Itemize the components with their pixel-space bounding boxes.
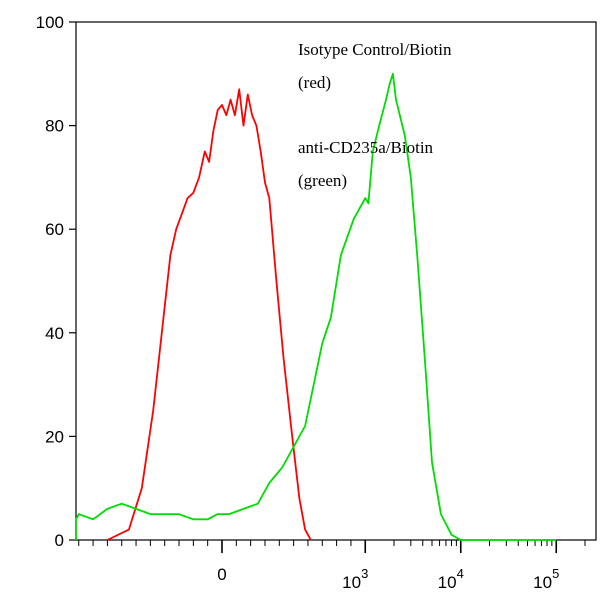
x-tick-label: 105: [533, 566, 559, 592]
x-tick-label: 0: [217, 565, 226, 584]
x-axis: 0 103 104 105: [78, 540, 586, 592]
y-tick-label: 60: [45, 220, 64, 239]
x-tick-label: 104: [438, 566, 464, 592]
y-tick-label: 100: [36, 13, 64, 32]
annotation-cd235a-line-1: anti-CD235a/Biotin: [298, 138, 434, 157]
y-tick-label: 80: [45, 117, 64, 136]
y-tick-label: 0: [55, 531, 64, 550]
annotation-isotype-line-1: Isotype Control/Biotin: [298, 40, 452, 59]
annotation-isotype-line-2: (red): [298, 73, 331, 92]
x-tick-label: 103: [342, 566, 368, 592]
y-tick-label: 20: [45, 427, 64, 446]
series-line-1: [75, 72, 557, 541]
annotation-cd235a-line-2: (green): [298, 171, 347, 190]
y-tick-label: 40: [45, 324, 64, 343]
plot-frame: [75, 21, 597, 541]
series-line-0: [107, 88, 312, 541]
series-layer: [75, 72, 557, 541]
y-axis: 0 20 40 60 80 100: [36, 13, 76, 550]
